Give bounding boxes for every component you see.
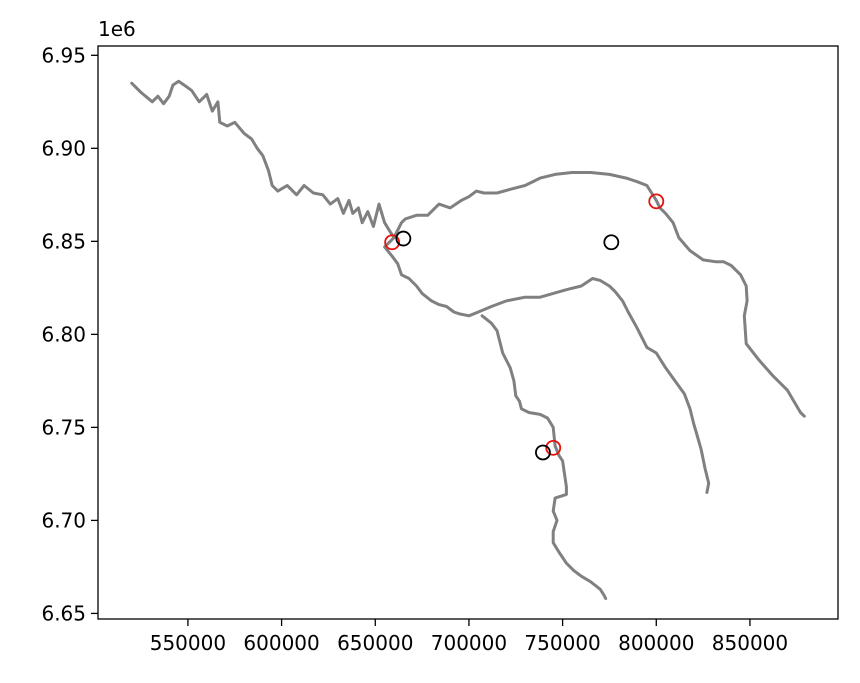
y-tick-label: 6.90 (41, 136, 86, 160)
river-line-3 (383, 236, 711, 494)
y-axis: 6.65 6.70 6.75 6.80 6.85 6.90 6.95 (41, 43, 98, 625)
y-axis-offset-label: 1e6 (98, 17, 136, 41)
x-tick-label: 600000 (243, 631, 319, 655)
x-tick-label: 750000 (524, 631, 600, 655)
red-point-marker (545, 439, 562, 456)
x-tick-label: 700000 (431, 631, 507, 655)
y-tick-label: 6.70 (41, 508, 86, 532)
black-point-marker (535, 444, 551, 461)
axes-frame (97, 45, 839, 620)
red-point-marker (648, 193, 665, 210)
x-tick-label: 850000 (712, 631, 788, 655)
y-tick-label: 6.95 (41, 43, 86, 67)
x-tick-label: 550000 (150, 631, 226, 655)
y-tick-label: 6.80 (41, 322, 86, 346)
river-line-4 (480, 314, 608, 600)
river-line-2 (392, 171, 806, 418)
y-tick-label: 6.75 (41, 415, 86, 439)
y-tick-label: 6.85 (41, 229, 86, 253)
y-tick-label: 6.65 (41, 601, 86, 625)
x-tick-label: 800000 (618, 631, 694, 655)
plot-area (130, 79, 806, 600)
red-point-marker (384, 234, 401, 251)
black-point-marker (395, 230, 412, 247)
black-point-marker (603, 234, 620, 251)
river-line-1 (130, 79, 396, 240)
x-axis: 550000 600000 650000 700000 750000 800000 8500… (150, 619, 788, 655)
x-tick-label: 650000 (337, 631, 413, 655)
